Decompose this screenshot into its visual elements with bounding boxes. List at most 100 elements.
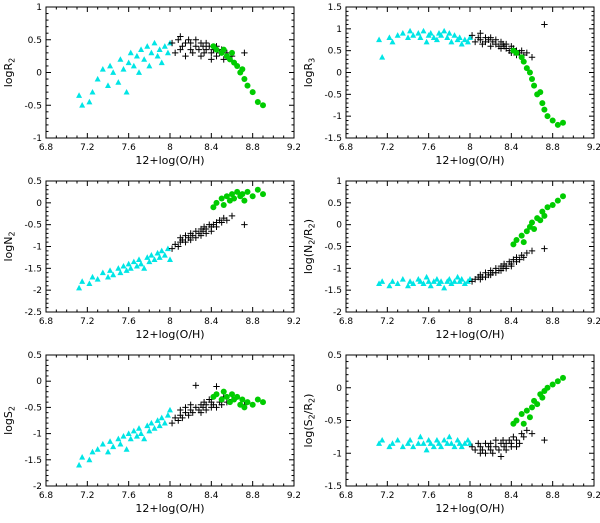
svg-text:-1.5: -1.5 — [24, 264, 42, 274]
plus-marker — [477, 443, 484, 450]
triangle-marker — [433, 436, 440, 443]
plus-marker — [200, 49, 208, 57]
plus-marker — [220, 56, 227, 63]
plus-marker — [541, 245, 548, 252]
plus-marker — [528, 54, 536, 61]
svg-text:7.2: 7.2 — [80, 491, 94, 501]
plus-marker — [477, 36, 484, 43]
plus-marker — [508, 262, 515, 270]
triangle-marker — [167, 406, 173, 413]
plus-marker — [182, 238, 189, 246]
triangle-marker — [405, 34, 411, 40]
svg-text:-1.5: -1.5 — [324, 482, 342, 492]
plus-marker — [523, 427, 531, 434]
triangle-marker — [148, 49, 155, 56]
triangle-marker — [399, 276, 406, 282]
plus-marker — [192, 36, 200, 43]
plus-marker — [541, 21, 548, 28]
triangle-marker — [99, 440, 106, 447]
svg-text:-0.5: -0.5 — [324, 243, 342, 253]
circle-marker — [249, 401, 256, 408]
svg-text:7.2: 7.2 — [380, 491, 394, 501]
svg-text:8: 8 — [467, 491, 473, 501]
svg-text:-0.5: -0.5 — [24, 221, 42, 231]
triangle-marker — [117, 269, 124, 276]
plus-marker — [518, 430, 525, 437]
triangle-marker — [458, 276, 465, 282]
triangle-marker — [154, 52, 161, 59]
circle-marker — [541, 106, 548, 113]
svg-text:0: 0 — [36, 199, 42, 209]
triangle-marker — [436, 440, 442, 446]
y-axis-label: log(N2/R2) — [302, 219, 317, 274]
circle-marker — [241, 197, 248, 204]
svg-text:-0.5: -0.5 — [324, 90, 342, 100]
circle-marker — [234, 62, 241, 69]
triangle-marker — [423, 273, 430, 280]
plus-marker — [241, 49, 248, 57]
triangle-marker — [120, 433, 127, 439]
svg-text:8: 8 — [167, 317, 173, 327]
triangle-marker — [433, 276, 440, 282]
panel-logR3: 6.8 7.2 7.6 8 8.4 8.8 9.2 -1.5 -1 -0.5 0 0.5 1 1.5 12+… — [300, 0, 600, 174]
plus-marker — [541, 436, 548, 444]
x-axis-label: 12+log(O/H) — [135, 154, 204, 167]
triangle-marker — [417, 278, 424, 284]
plus-marker — [489, 450, 496, 457]
svg-text:-1: -1 — [33, 430, 42, 440]
triangle-marker — [138, 46, 145, 52]
plus-marker — [520, 433, 527, 441]
plus-marker — [520, 254, 527, 261]
circle-marker — [229, 391, 235, 398]
triangle-marker — [138, 260, 145, 267]
plus-marker — [516, 440, 523, 447]
circle-marker — [229, 49, 235, 56]
circle-marker — [537, 89, 544, 96]
svg-text:-0.5: -0.5 — [24, 101, 42, 111]
plus-marker — [468, 443, 476, 450]
plus-marker — [168, 419, 176, 427]
triangle-marker — [438, 278, 445, 284]
triangle-marker — [389, 440, 396, 446]
circle-marker — [539, 394, 546, 401]
triangle-marker — [164, 49, 171, 56]
plus-marker — [177, 33, 184, 40]
plus-marker — [177, 46, 184, 53]
triangle-marker — [89, 448, 96, 455]
triangle-marker — [156, 46, 163, 52]
plus-marker — [187, 236, 194, 244]
triangle-marker — [161, 252, 168, 258]
svg-text:9.2: 9.2 — [287, 317, 300, 327]
triangle-marker — [420, 27, 427, 34]
triangle-marker — [110, 69, 117, 75]
svg-text:7.2: 7.2 — [380, 143, 394, 153]
triangle-marker — [123, 267, 130, 273]
triangle-marker — [105, 82, 111, 88]
plus-marker — [185, 36, 192, 43]
svg-text:-1: -1 — [33, 243, 42, 253]
circle-marker — [520, 420, 527, 427]
plus-marker — [495, 446, 503, 454]
triangle-marker — [110, 443, 117, 450]
triangle-marker — [141, 435, 148, 442]
triangle-marker — [427, 440, 434, 446]
triangle-marker — [461, 280, 468, 287]
triangle-marker — [427, 30, 434, 36]
plus-marker — [182, 404, 189, 411]
circle-marker — [523, 65, 530, 72]
plus-marker — [213, 52, 220, 60]
triangle-marker — [427, 282, 434, 289]
triangle-marker — [136, 256, 142, 262]
plus-marker — [516, 256, 523, 263]
triangle-marker — [161, 43, 168, 49]
triangle-marker — [120, 66, 127, 72]
svg-text:8.4: 8.4 — [504, 317, 519, 327]
triangle-marker — [86, 456, 93, 463]
plus-marker — [197, 232, 205, 239]
circle-marker — [239, 66, 246, 73]
circle-marker — [231, 195, 238, 202]
circle-marker — [213, 391, 220, 398]
svg-text:8: 8 — [467, 317, 473, 327]
svg-text:7.6: 7.6 — [422, 317, 437, 327]
plus-marker — [213, 404, 220, 411]
